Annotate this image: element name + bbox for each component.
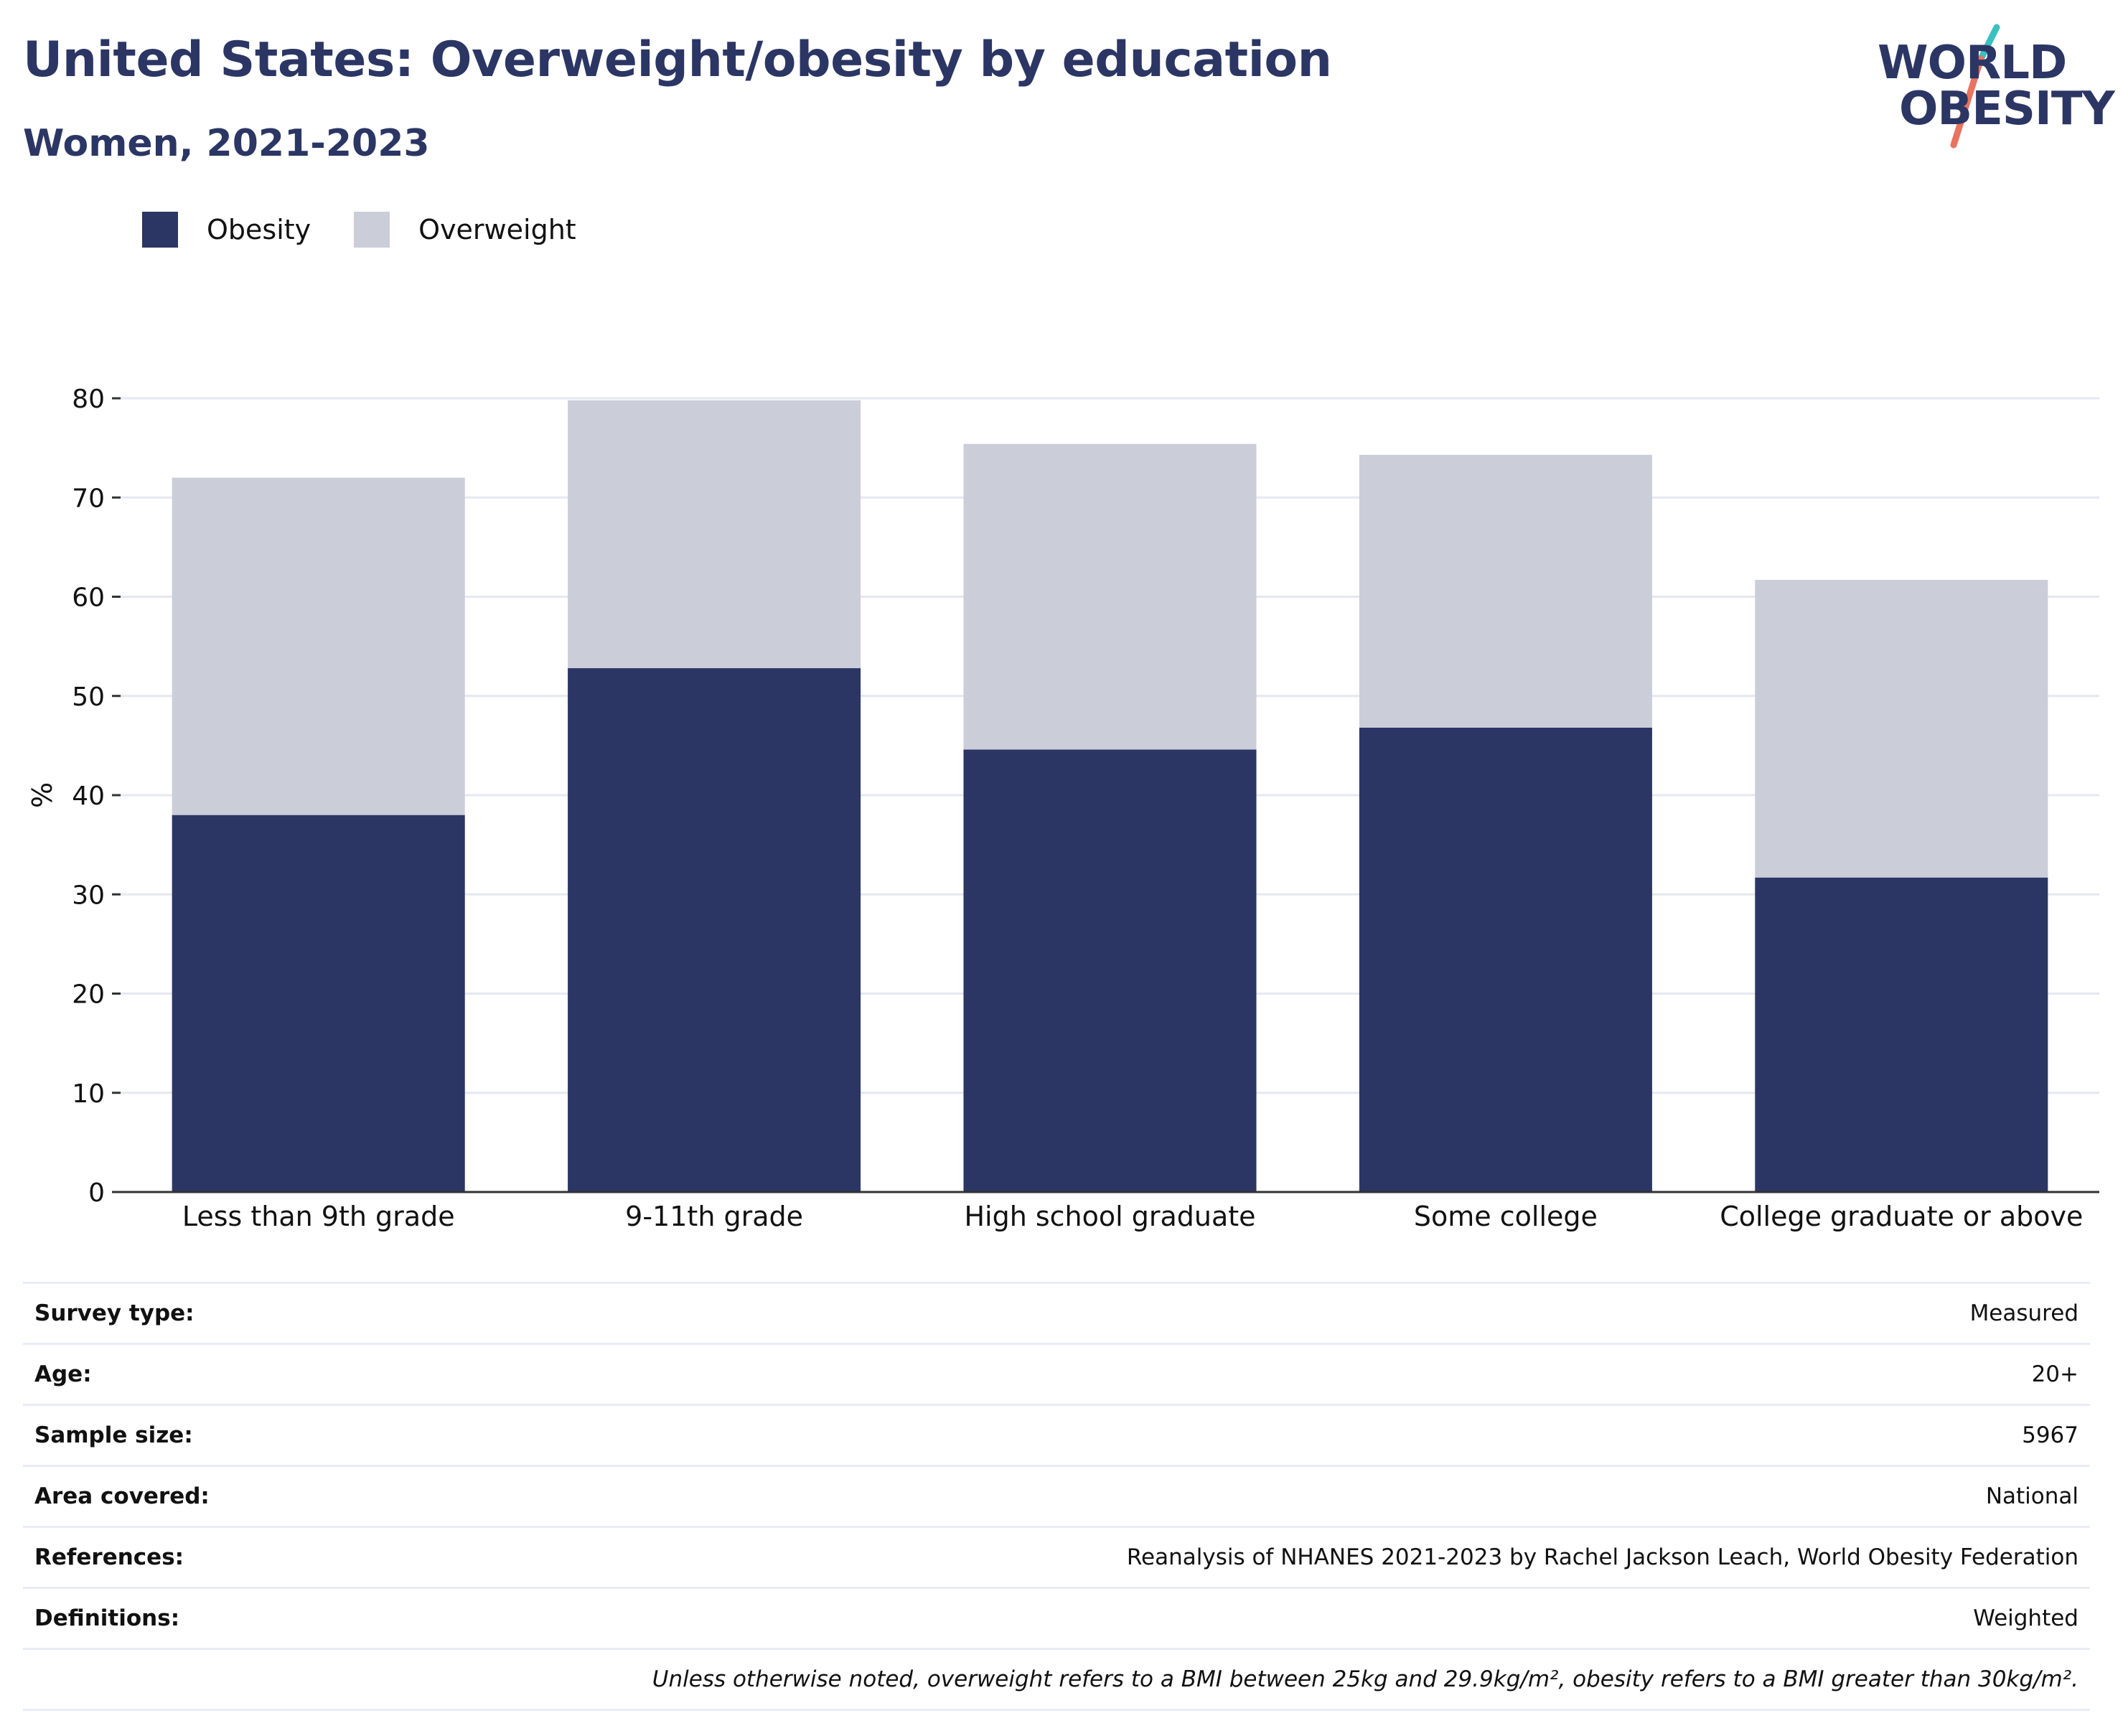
legend-label-overweight: Overweight (418, 214, 576, 245)
y-tick-label: 60 (72, 583, 105, 613)
metadata-key: Age: (23, 1343, 477, 1405)
metadata-key: Definitions: (23, 1587, 477, 1649)
logo-slash-icon (1950, 24, 2000, 149)
world-obesity-logo: WORLD OBESITY (1873, 22, 2115, 151)
y-tick-label: 0 (88, 1178, 105, 1208)
y-tick-label: 30 (72, 881, 105, 910)
bar-overweight (1359, 454, 1652, 728)
metadata-table: Survey type: Measured Age: 20+ Sample size: 5… (23, 1282, 2090, 1711)
metadata-row: Area covered: National (23, 1465, 2090, 1527)
footnote: Unless otherwise noted, overweight refer… (23, 1648, 2090, 1711)
metadata-value: 20+ (477, 1343, 2090, 1405)
stacked-bar-chart: 0 10 20 30 40 50 60 70 80% Less than 9th grade 9-1… (27, 385, 2099, 1232)
y-tick-label: 40 (72, 782, 105, 811)
chart-legend: Obesity Overweight (142, 212, 619, 248)
bar-obesity (1755, 877, 2048, 1192)
legend-item-overweight[interactable]: Overweight (354, 212, 576, 248)
x-tick-label: Less than 9th grade (182, 1201, 455, 1232)
x-tick-label: College graduate or above (1720, 1201, 2083, 1232)
x-tick-label: High school graduate (964, 1201, 1255, 1232)
bar-obesity (568, 668, 861, 1192)
metadata-key: Survey type: (23, 1282, 477, 1344)
chart-title: United States: Overweight/obesity by edu… (23, 32, 1332, 88)
metadata-value: Reanalysis of NHANES 2021-2023 by Rachel… (477, 1526, 2090, 1588)
legend-swatch-obesity (142, 212, 178, 248)
chart-subtitle: Women, 2021-2023 (23, 122, 430, 165)
bar-obesity (1359, 727, 1652, 1192)
metadata-key: Area covered: (23, 1465, 477, 1527)
legend-label-obesity: Obesity (207, 214, 311, 245)
y-axis-title: % (27, 782, 58, 808)
logo-text-world: WORLD (1878, 37, 2067, 90)
bar-overweight (1755, 579, 2048, 878)
bar-obesity (172, 815, 465, 1192)
y-tick-label: 50 (72, 682, 105, 712)
legend-swatch-overweight (354, 212, 390, 248)
metadata-key: Sample size: (23, 1404, 477, 1466)
logo-text-obesity: OBESITY (1899, 83, 2115, 136)
metadata-value: Weighted (477, 1587, 2090, 1649)
legend-item-obesity[interactable]: Obesity (142, 212, 311, 248)
y-tick-label: 20 (72, 980, 105, 1010)
metadata-row: References: Reanalysis of NHANES 2021-202… (23, 1526, 2090, 1588)
y-tick-label: 70 (72, 484, 105, 513)
bar-overweight (963, 444, 1257, 750)
x-tick-label: 9-11th grade (625, 1201, 803, 1232)
metadata-row: Sample size: 5967 (23, 1404, 2090, 1466)
metadata-value: 5967 (477, 1404, 2090, 1466)
metadata-row: Age: 20+ (23, 1343, 2090, 1405)
metadata-value: National (477, 1465, 2090, 1527)
y-tick-label: 10 (72, 1079, 105, 1109)
metadata-row: Survey type: Measured (23, 1282, 2090, 1344)
metadata-value: Measured (477, 1282, 2090, 1344)
metadata-row: Definitions: Weighted (23, 1587, 2090, 1649)
x-tick-label: Some college (1414, 1201, 1598, 1232)
y-tick-label: 80 (72, 385, 105, 414)
metadata-key: References: (23, 1526, 477, 1588)
bar-overweight (172, 477, 465, 815)
bar-obesity (963, 749, 1257, 1192)
footnote-row: Unless otherwise noted, overweight refer… (23, 1648, 2090, 1711)
bar-overweight (568, 400, 861, 669)
